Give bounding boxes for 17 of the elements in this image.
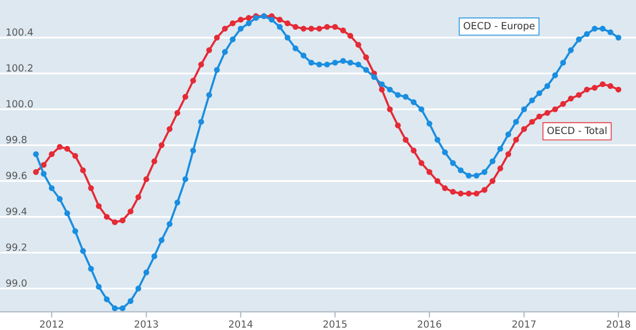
y-tick-label: 100.0 [6,100,33,108]
y-tick-label: 99.0 [6,279,27,287]
text: OECD - Europe [464,22,535,32]
y-tick-label: 99.8 [6,136,27,144]
x-tick-label: 2013 [134,320,158,328]
y-tick-label: 99.4 [6,208,27,215]
x-tick-label: 2012 [40,320,64,328]
x-tick-label: 2014 [229,320,253,328]
y-tick-label: 99.2 [6,243,26,251]
y-tick-label: 100.4 [6,28,33,36]
x-tick-label: 2018 [606,320,630,328]
y-tick-label: 99.6 [6,172,27,180]
y-tick-label: 100.2 [6,64,32,72]
series-label: OECD - Total [547,126,606,134]
x-tick-label: 2015 [323,320,347,328]
x-tick-label: 2016 [418,320,442,328]
x-tick-label: 2017 [512,320,536,328]
